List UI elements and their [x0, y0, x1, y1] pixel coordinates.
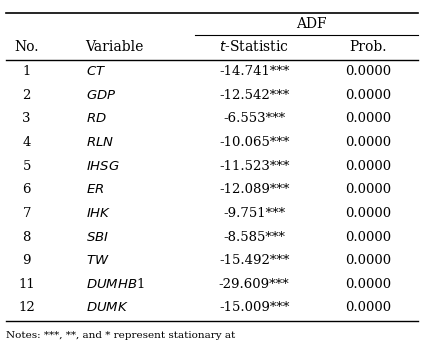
Text: ADF: ADF	[296, 17, 326, 31]
Text: 0.0000: 0.0000	[345, 160, 391, 173]
Text: -10.065***: -10.065***	[219, 136, 289, 149]
Text: 0.0000: 0.0000	[345, 183, 391, 196]
Text: -12.542***: -12.542***	[219, 89, 289, 102]
Text: $\mathit{DUMHB}$1: $\mathit{DUMHB}$1	[86, 277, 145, 291]
Text: 0.0000: 0.0000	[345, 65, 391, 78]
Text: $\mathit{TW}$: $\mathit{TW}$	[86, 254, 109, 267]
Text: No.: No.	[14, 40, 39, 54]
Text: 5: 5	[22, 160, 31, 173]
Text: 1: 1	[22, 65, 31, 78]
Text: 0.0000: 0.0000	[345, 113, 391, 126]
Text: $\mathit{GDP}$: $\mathit{GDP}$	[86, 89, 116, 102]
Text: -12.089***: -12.089***	[219, 183, 289, 196]
Text: -29.609***: -29.609***	[219, 278, 290, 291]
Text: -8.585***: -8.585***	[223, 231, 285, 244]
Text: 3: 3	[22, 113, 31, 126]
Text: $\mathit{IHK}$: $\mathit{IHK}$	[86, 207, 111, 220]
Text: -11.523***: -11.523***	[219, 160, 289, 173]
Text: 4: 4	[22, 136, 31, 149]
Text: $\mathit{DUMK}$: $\mathit{DUMK}$	[86, 301, 128, 314]
Text: 0.0000: 0.0000	[345, 301, 391, 314]
Text: -6.553***: -6.553***	[223, 113, 285, 126]
Text: -9.751***: -9.751***	[223, 207, 285, 220]
Text: Prob.: Prob.	[349, 40, 387, 54]
Text: $\mathit{ER}$: $\mathit{ER}$	[86, 183, 104, 196]
Text: 9: 9	[22, 254, 31, 267]
Text: 0.0000: 0.0000	[345, 278, 391, 291]
Text: -14.741***: -14.741***	[219, 65, 289, 78]
Text: -15.009***: -15.009***	[219, 301, 289, 314]
Text: 0.0000: 0.0000	[345, 89, 391, 102]
Text: $\mathit{RLN}$: $\mathit{RLN}$	[86, 136, 114, 149]
Text: 0.0000: 0.0000	[345, 136, 391, 149]
Text: -15.492***: -15.492***	[219, 254, 289, 267]
Text: 11: 11	[18, 278, 35, 291]
Text: 12: 12	[18, 301, 35, 314]
Text: $\mathit{RD}$: $\mathit{RD}$	[86, 113, 106, 126]
Text: $\mathit{SBI}$: $\mathit{SBI}$	[86, 231, 109, 244]
Text: $t$-Statistic: $t$-Statistic	[219, 39, 289, 54]
Text: $\mathit{CT}$: $\mathit{CT}$	[86, 65, 106, 78]
Text: 6: 6	[22, 183, 31, 196]
Text: 7: 7	[22, 207, 31, 220]
Text: 8: 8	[22, 231, 31, 244]
Text: 0.0000: 0.0000	[345, 207, 391, 220]
Text: 2: 2	[22, 89, 31, 102]
Text: 0.0000: 0.0000	[345, 231, 391, 244]
Text: 0.0000: 0.0000	[345, 254, 391, 267]
Text: Variable: Variable	[86, 40, 144, 54]
Text: $\mathit{IHSG}$: $\mathit{IHSG}$	[86, 160, 120, 173]
Text: Notes: ***, **, and * represent stationary at: Notes: ***, **, and * represent stationa…	[6, 331, 235, 340]
